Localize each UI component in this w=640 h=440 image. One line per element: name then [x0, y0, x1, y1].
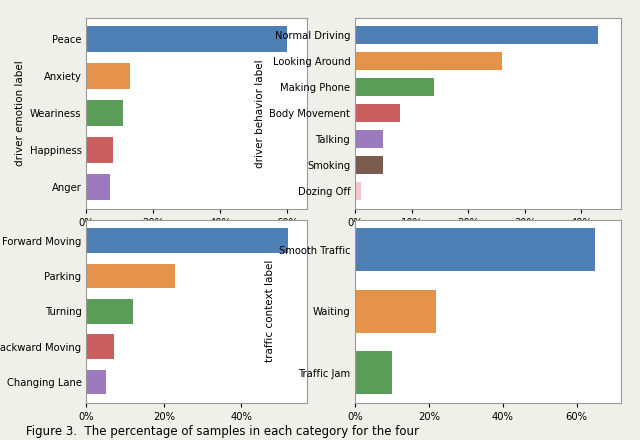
- Bar: [86, 228, 288, 253]
- Bar: [355, 52, 502, 70]
- Bar: [86, 100, 123, 126]
- Bar: [355, 130, 383, 148]
- Bar: [355, 182, 361, 200]
- Bar: [355, 104, 401, 122]
- Bar: [86, 370, 106, 394]
- Bar: [355, 351, 392, 394]
- Y-axis label: driver behavior label: driver behavior label: [255, 59, 266, 168]
- Bar: [86, 334, 113, 359]
- Bar: [86, 174, 110, 200]
- Bar: [355, 78, 435, 96]
- Bar: [86, 63, 130, 89]
- Bar: [355, 26, 598, 44]
- Y-axis label: driver emotion label: driver emotion label: [15, 60, 26, 166]
- Y-axis label: traffic context label: traffic context label: [264, 260, 275, 363]
- Bar: [86, 264, 175, 288]
- Bar: [355, 290, 436, 333]
- Text: Figure 3.  The percentage of samples in each category for the four: Figure 3. The percentage of samples in e…: [26, 425, 419, 438]
- Bar: [86, 137, 113, 163]
- Bar: [86, 299, 133, 324]
- Bar: [355, 156, 383, 174]
- Bar: [86, 26, 287, 52]
- Bar: [355, 228, 595, 271]
